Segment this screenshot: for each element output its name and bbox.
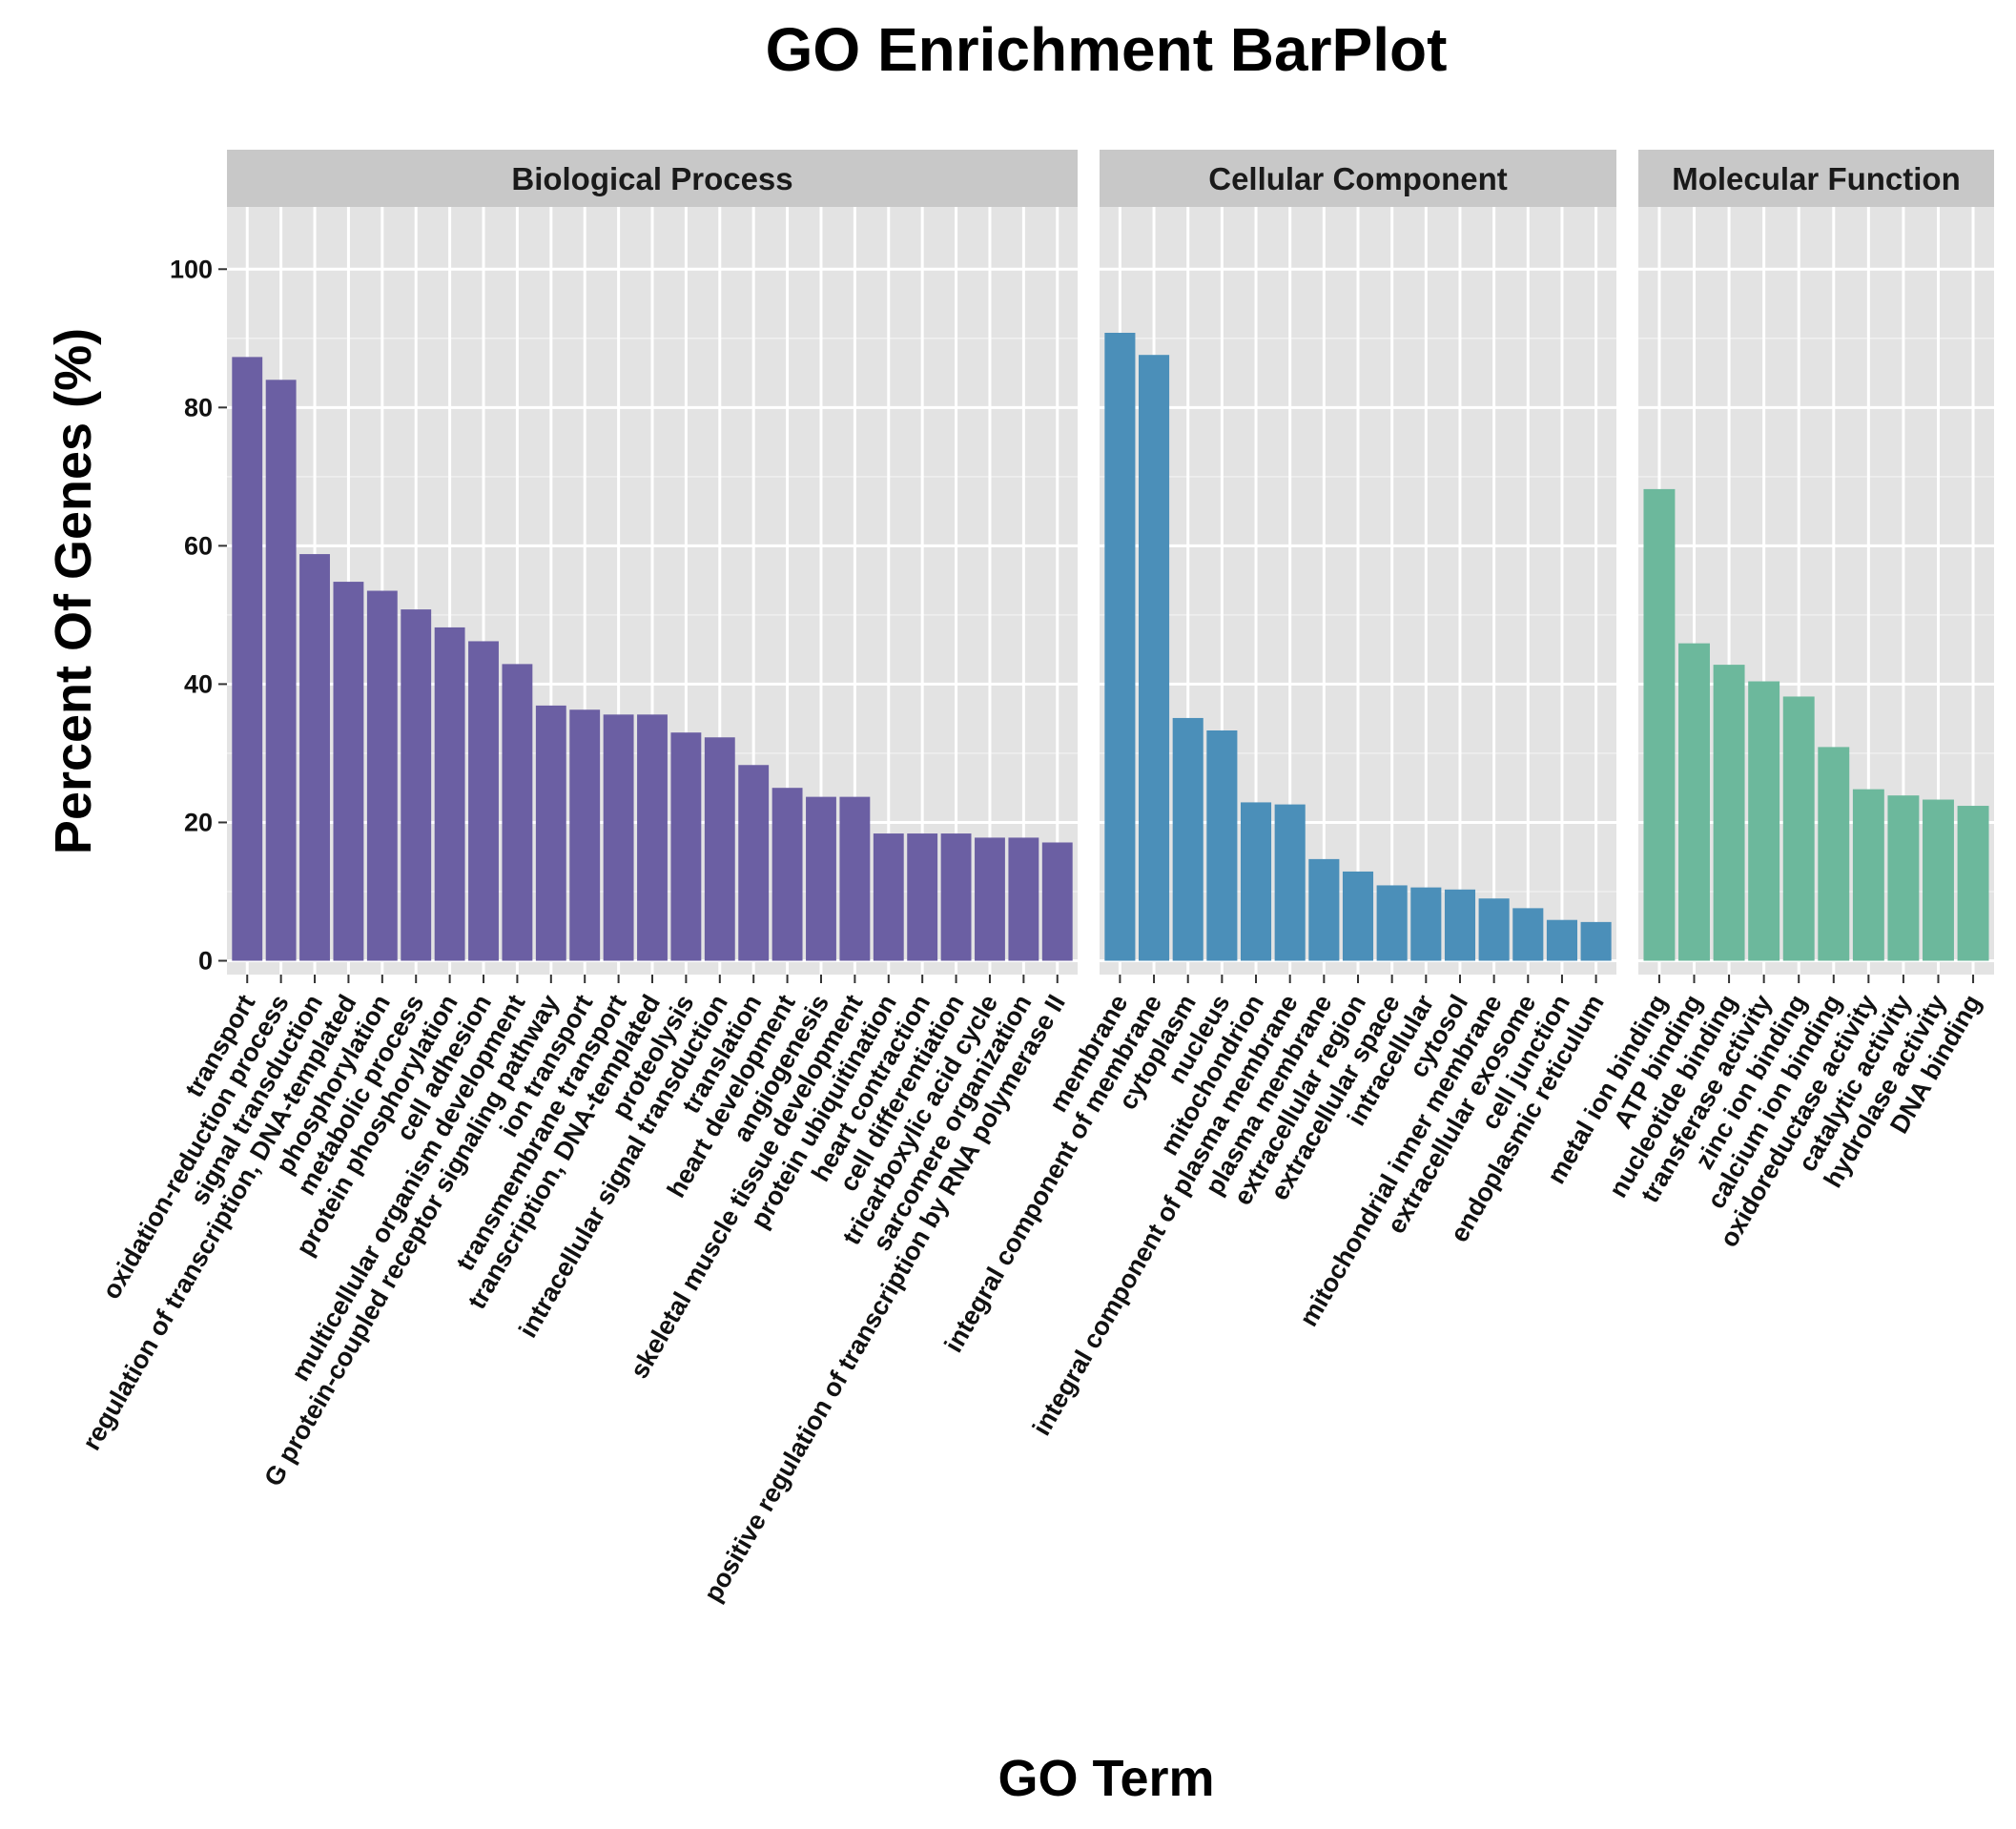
bar	[1206, 730, 1238, 961]
panel-biological-process: Biological Processtransportoxidation-red…	[77, 150, 1078, 1607]
bar	[232, 357, 263, 961]
bar	[468, 641, 499, 961]
facet-strip-label: Molecular Function	[1672, 161, 1961, 196]
bar	[940, 833, 972, 961]
bar	[1580, 921, 1612, 961]
bar	[1852, 789, 1884, 961]
y-tick-label: 20	[184, 808, 213, 836]
bar	[299, 554, 330, 961]
bar	[502, 664, 533, 961]
bar	[1139, 355, 1170, 961]
x-axis-title: GO Term	[998, 1750, 1214, 1807]
bar	[1923, 799, 1954, 961]
bar	[401, 609, 432, 961]
bar	[873, 833, 904, 961]
bar	[1546, 919, 1577, 961]
panels-layer: Biological Processtransportoxidation-red…	[77, 150, 1994, 1607]
bar	[1782, 696, 1815, 961]
bar	[1104, 332, 1136, 961]
facet-strip	[1100, 150, 1616, 207]
bar	[434, 627, 465, 961]
bar	[1274, 804, 1306, 961]
bar	[1818, 747, 1850, 961]
bar	[1172, 717, 1203, 961]
bar	[975, 837, 1005, 961]
bar	[704, 737, 735, 961]
bar	[907, 833, 938, 961]
bar	[1342, 871, 1374, 961]
bar	[670, 732, 702, 961]
bar	[1512, 908, 1544, 961]
facet-strip	[227, 150, 1078, 207]
bar	[1478, 898, 1510, 961]
bar	[1444, 889, 1476, 961]
bar	[1308, 858, 1340, 961]
bar	[1887, 795, 1920, 961]
bar	[1240, 802, 1272, 961]
y-tick-label: 60	[184, 531, 213, 560]
bar	[535, 705, 566, 961]
bar	[1376, 885, 1408, 961]
facet-strip	[1638, 150, 1994, 207]
y-axis-title: Percent Of Genes (%)	[45, 328, 102, 854]
bar	[1643, 488, 1676, 961]
bar	[1008, 837, 1039, 961]
y-tick-label: 80	[184, 393, 213, 421]
bar	[1410, 887, 1442, 961]
facet-strip-label: Biological Process	[511, 161, 792, 196]
bar	[738, 765, 770, 961]
bar	[1041, 842, 1073, 961]
bar	[637, 714, 668, 961]
y-tick-label: 0	[198, 946, 213, 975]
bar	[333, 582, 364, 961]
bar	[603, 714, 634, 961]
bar	[569, 709, 601, 961]
bar	[771, 788, 803, 961]
chart-title: GO Enrichment BarPlot	[766, 15, 1448, 84]
bar	[366, 590, 398, 961]
y-tick-label: 40	[184, 669, 213, 698]
bar	[806, 796, 836, 961]
bar	[1748, 681, 1780, 961]
bar	[265, 380, 297, 961]
bar	[1713, 665, 1745, 961]
bar	[1957, 806, 1989, 961]
bar	[839, 796, 871, 961]
y-axis: 0 20 40 60 80 100	[170, 255, 227, 975]
bar	[1678, 643, 1710, 961]
y-tick-label: 100	[170, 255, 213, 283]
facet-strip-label: Cellular Component	[1208, 161, 1508, 196]
